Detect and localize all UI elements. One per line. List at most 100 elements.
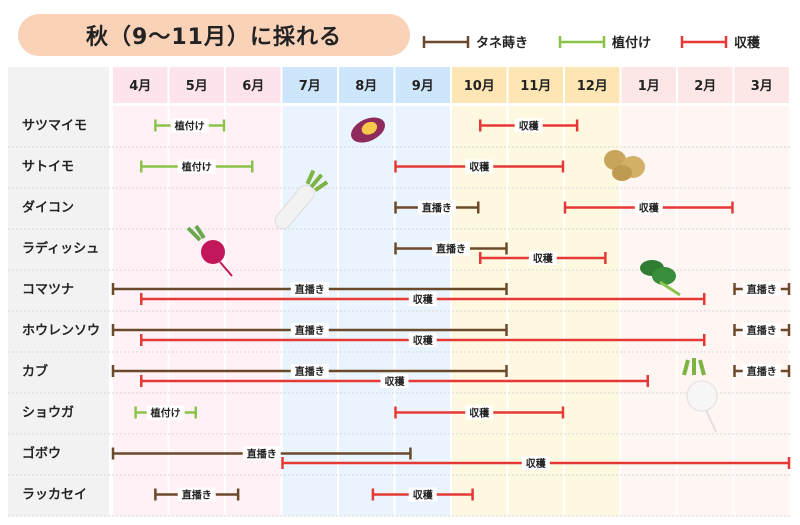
crop-name-label: サトイモ — [22, 160, 74, 175]
harvest-bar — [479, 251, 607, 265]
bar-label-bg — [408, 487, 437, 502]
month-header-bg — [339, 67, 394, 103]
leafy-greens-illustration — [640, 260, 681, 297]
bar-label-bg — [742, 323, 781, 337]
harvest-bar — [140, 374, 649, 388]
bar-label: 収穫 — [639, 202, 660, 215]
name-column-bg — [8, 67, 109, 516]
harvest-line-icon — [680, 35, 728, 48]
bar-label-bg — [465, 405, 494, 420]
month-tick-label: 11月 — [520, 79, 551, 94]
bar-label-bg — [465, 159, 494, 174]
month-header-bg — [169, 67, 224, 103]
month-tick-label: 1月 — [638, 79, 660, 94]
legend-plant: 植付け — [558, 32, 651, 51]
bar-label: 収穫 — [533, 252, 554, 265]
sweet-potato-illustration — [351, 117, 385, 143]
month-tick-label: 3月 — [751, 79, 773, 94]
bar-label: 収穫 — [469, 161, 490, 174]
plant-bar — [134, 405, 197, 420]
month-header-bg — [621, 67, 676, 103]
month-tick-label: 6月 — [242, 79, 264, 94]
bar-label: 収穫 — [519, 120, 540, 133]
bar-label-bg — [146, 405, 185, 420]
sow-line-icon — [422, 35, 470, 48]
plant-bar — [140, 159, 254, 174]
bar-label-bg — [521, 456, 550, 470]
sow-bar — [394, 200, 480, 215]
month-tick-label: 5月 — [186, 79, 208, 94]
month-header-bg — [282, 67, 337, 103]
bar-label: 植付け — [174, 120, 205, 133]
bar-label: 直播き — [295, 283, 325, 296]
crop-name-label: サツマイモ — [22, 119, 87, 134]
bar-label: 直播き — [295, 324, 325, 337]
crop-name-label: ホウレンソウ — [22, 324, 100, 339]
bar-label-bg — [177, 159, 216, 174]
month-header-bg — [452, 67, 507, 103]
month-header-bg — [565, 67, 620, 103]
bar-label-bg — [290, 364, 329, 378]
harvest-bar — [394, 405, 565, 420]
legend-sow: タネ蒔き — [422, 32, 528, 51]
month-tick-label: 7月 — [299, 79, 321, 94]
harvest-bar — [563, 200, 734, 215]
plant-bar — [154, 118, 226, 133]
bar-label: 収穫 — [413, 489, 434, 502]
bar-label: 植付け — [150, 407, 181, 420]
legend-harvest: 収穫 — [680, 32, 760, 51]
month-header-bg — [734, 67, 789, 103]
month-header-bg — [508, 67, 563, 103]
month-header-bg — [678, 67, 733, 103]
bar-label-bg — [742, 364, 781, 378]
plant-line-icon — [558, 35, 606, 48]
radish-illustration — [186, 224, 233, 277]
crop-name-label: コマツナ — [22, 283, 74, 298]
month-header-bg — [226, 67, 281, 103]
month-tick-label: 2月 — [694, 79, 716, 94]
crop-name-label: ショウガ — [22, 406, 74, 421]
harvest-bar — [281, 456, 791, 470]
sow-bar — [111, 446, 412, 461]
bar-label: 収穫 — [385, 375, 406, 388]
bar-label-bg — [432, 241, 470, 256]
bar-label: 植付け — [181, 161, 212, 174]
bar-label: 直播き — [747, 283, 777, 296]
bar-label: 収穫 — [413, 334, 434, 347]
bar-label: 収穫 — [413, 293, 434, 306]
bar-label: 収穫 — [526, 457, 547, 470]
bar-label-bg — [177, 487, 216, 502]
crop-name-label: ラッカセイ — [22, 488, 87, 503]
bar-label-bg — [408, 333, 437, 347]
bar-label-bg — [742, 282, 781, 296]
bar-label: 直播き — [295, 365, 325, 378]
legend-plant-label: 植付け — [612, 36, 652, 51]
crop-name-label: ゴボウ — [22, 446, 61, 462]
bar-label: 収穫 — [469, 407, 490, 420]
sow-bar — [111, 282, 508, 296]
taro-illustration — [604, 150, 645, 181]
bar-label-bg — [408, 292, 437, 306]
bar-label-bg — [290, 323, 329, 337]
bar-label: 直播き — [182, 489, 212, 502]
crop-name-label: ラディッシュ — [22, 241, 99, 257]
sow-bar — [111, 323, 508, 337]
month-header-bg — [113, 67, 168, 103]
month-header-bg — [395, 67, 450, 103]
harvest-bar — [394, 159, 565, 174]
page-title: 秋（9〜11月）に採れる — [18, 14, 410, 56]
bar-label: 直播き — [422, 202, 452, 215]
crop-name-label: カブ — [22, 364, 48, 380]
bar-label: 直播き — [247, 448, 277, 461]
crop-name-label: ダイコン — [22, 200, 74, 216]
sow-bar — [111, 364, 508, 378]
bar-label: 直播き — [436, 243, 466, 256]
bar-label-bg — [417, 200, 456, 215]
bar-label: 直播き — [747, 365, 777, 378]
bar-label-bg — [170, 118, 209, 133]
bar-label-bg — [242, 446, 281, 461]
legend-harvest-label: 収穫 — [734, 36, 761, 51]
sow-bar — [733, 323, 791, 337]
sow-bar — [733, 282, 791, 296]
